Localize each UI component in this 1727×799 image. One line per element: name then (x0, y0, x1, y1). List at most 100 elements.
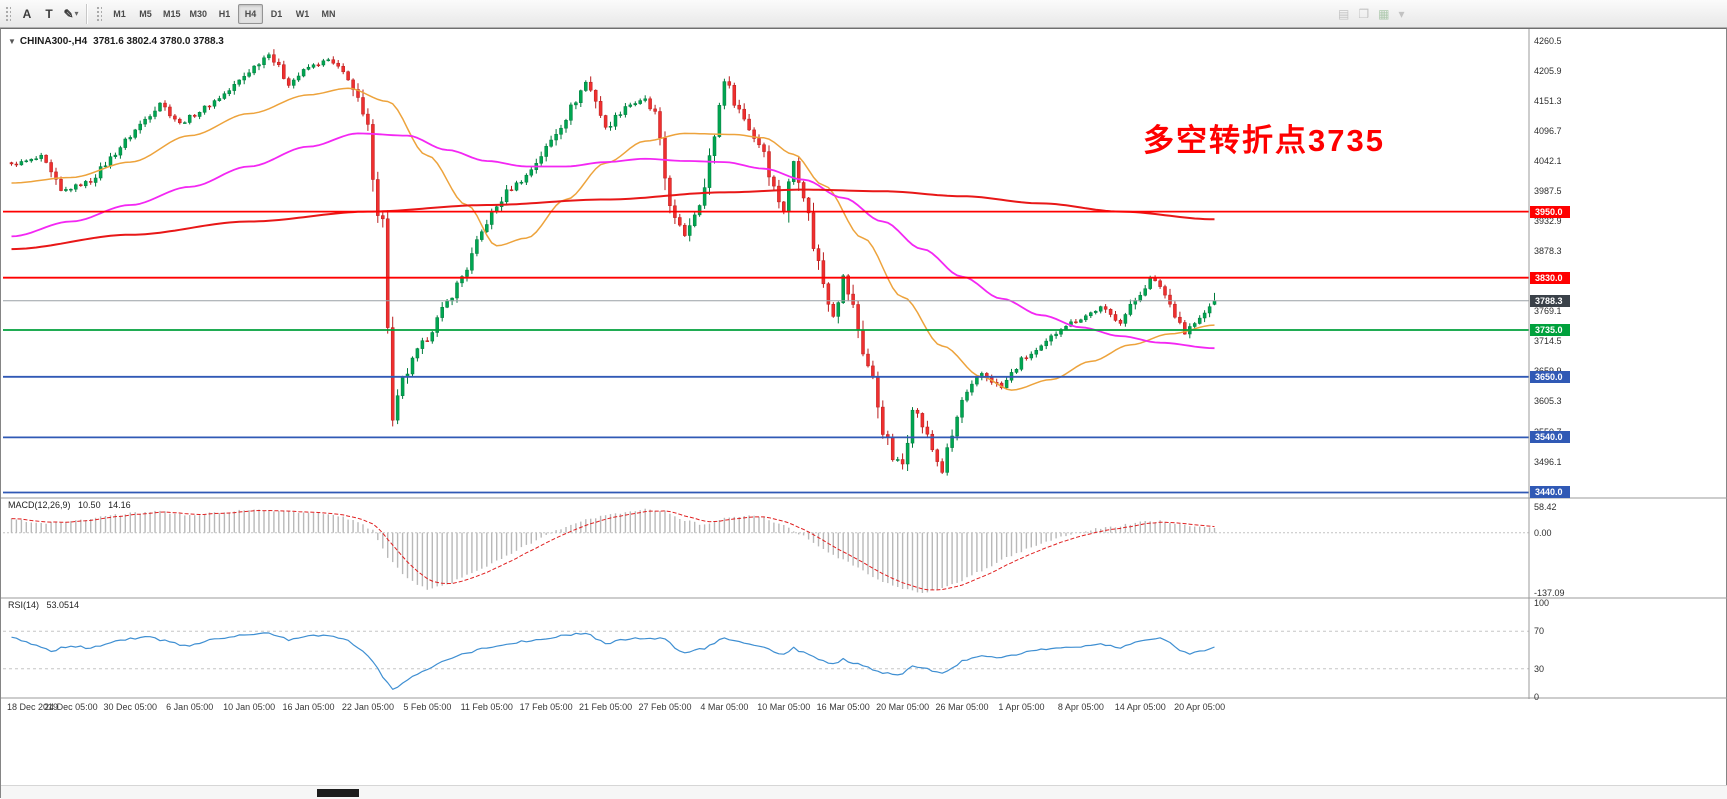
candle (529, 169, 534, 176)
toolbar-drag-grip[interactable] (4, 4, 11, 23)
candle (593, 89, 598, 102)
timeframe-button-m15[interactable]: M15 (163, 8, 181, 19)
scrollbar-thumb[interactable] (317, 789, 359, 797)
candle (257, 64, 261, 67)
candle (390, 327, 395, 421)
candle (796, 161, 801, 183)
candle (163, 102, 167, 108)
candle (1168, 294, 1172, 305)
candle (227, 90, 232, 94)
candle (1019, 357, 1024, 370)
candle (846, 275, 850, 295)
candle (579, 90, 583, 103)
timeframe-toolbar: M1 M5 M15 M30 H1 H4 D1 W1 MN (107, 3, 342, 24)
candle (301, 69, 306, 77)
candle (1098, 306, 1103, 312)
candle (1173, 303, 1177, 318)
candle (851, 293, 855, 305)
timeframe-button-m5[interactable]: M5 (139, 8, 152, 19)
candle (940, 461, 944, 473)
candle (643, 98, 647, 101)
candle (747, 118, 751, 131)
timeframe-button-h1[interactable]: H1 (218, 8, 231, 19)
candle (14, 163, 19, 166)
chart-annotation-text[interactable]: 多空转折点3735 (1143, 123, 1385, 158)
grid-icon[interactable]: ▦ (1378, 7, 1390, 21)
candle (628, 104, 633, 107)
candle (366, 113, 370, 125)
timeframe-button-m1[interactable]: M1 (113, 8, 126, 19)
candle (603, 115, 608, 128)
ma-mid-line[interactable] (11, 132, 1215, 350)
candle (445, 300, 449, 308)
candle (767, 151, 771, 178)
candle (732, 85, 737, 106)
candle (212, 100, 217, 107)
symbol-dropdown-icon[interactable]: ▼ (8, 37, 16, 46)
ma-slow-line[interactable] (11, 188, 1215, 251)
candle (782, 201, 786, 213)
candle (168, 106, 172, 117)
candle (143, 118, 147, 125)
horizontal-scrollbar[interactable] (1, 785, 1727, 799)
macd-signal-line (11, 509, 1215, 591)
candle (158, 102, 162, 112)
candle (24, 160, 29, 163)
candle (103, 165, 108, 168)
candle (316, 64, 321, 67)
draw-tools-button[interactable]: ✎ ▾ (60, 4, 82, 24)
candle (1093, 310, 1098, 313)
candle (861, 330, 865, 355)
candle (712, 136, 717, 156)
toolbar-right-icons: ▤ ❐ ▦ ▾ (1338, 0, 1404, 28)
candle (692, 214, 697, 226)
text-label-button[interactable]: T (45, 6, 53, 21)
candle (277, 61, 281, 65)
candle (489, 211, 494, 225)
timeframe-button-mn[interactable]: MN (321, 8, 336, 19)
timeframe-toolbar-grip[interactable] (95, 4, 102, 23)
macd-value: 10.50 (78, 500, 101, 510)
timeframe-button-d1[interactable]: D1 (270, 8, 283, 19)
candle (435, 317, 439, 333)
candle (1202, 312, 1207, 319)
candle (197, 112, 202, 117)
candle (910, 409, 915, 444)
candle (727, 81, 732, 86)
candle (381, 215, 385, 220)
candle (321, 60, 326, 66)
candle (633, 103, 638, 106)
candle (1143, 288, 1147, 296)
candle (1158, 280, 1162, 287)
candle (262, 57, 266, 65)
chart-header: ▼ CHINA300-,H4 3781.6 3802.4 3780.0 3788.3 (8, 36, 224, 47)
candle (217, 98, 222, 101)
chart-canvas[interactable] (1, 29, 1727, 799)
candle (183, 122, 187, 124)
candle (272, 54, 276, 63)
chart-window[interactable]: ▼ CHINA300-,H4 3781.6 3802.4 3780.0 3788.3… (0, 28, 1727, 799)
candle (856, 304, 860, 331)
candle (187, 114, 192, 123)
dropdown-icon[interactable]: ▾ (1398, 7, 1405, 21)
cascade-windows-icon[interactable]: ❐ (1358, 7, 1370, 21)
candle (752, 129, 756, 139)
candle (1178, 316, 1182, 323)
ma-fast-line[interactable] (11, 87, 1215, 391)
text-tool-button[interactable]: A (22, 6, 32, 21)
timeframe-button-h4[interactable]: H4 (238, 3, 264, 24)
candle (950, 435, 954, 448)
candle (282, 64, 286, 79)
timeframe-button-m30[interactable]: M30 (189, 8, 208, 19)
candle (128, 137, 133, 140)
candle (683, 224, 687, 236)
candle (232, 84, 237, 91)
timeframe-button-w1[interactable]: W1 (295, 8, 310, 19)
candle (702, 187, 707, 206)
rsi-value: 53.0514 (46, 600, 80, 610)
candle (1029, 353, 1034, 359)
macd-histogram (10, 508, 1216, 593)
chart-list-icon[interactable]: ▤ (1338, 7, 1350, 21)
candle (192, 114, 197, 117)
candle (113, 154, 118, 157)
